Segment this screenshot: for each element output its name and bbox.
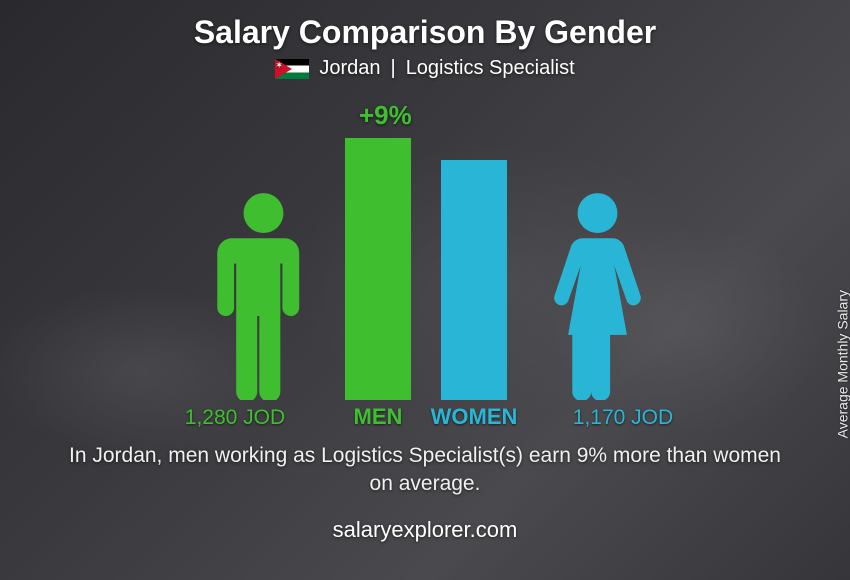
- bar-women: [441, 160, 507, 400]
- male-person-icon: [211, 190, 316, 400]
- bar-men: [345, 138, 411, 400]
- subtitle-country: Jordan: [319, 57, 380, 80]
- bar-label-women: WOMEN: [414, 404, 534, 430]
- y-axis-label: Average Monthly Salary: [834, 290, 850, 438]
- jordan-flag-icon: [275, 59, 309, 79]
- chart-area: +9% MEN WOMEN 1,280 JOD 1,170 JOD: [125, 100, 725, 430]
- page-title: Salary Comparison By Gender: [194, 14, 656, 51]
- subtitle-separator: |: [390, 57, 395, 80]
- infographic-container: Salary Comparison By Gender Jordan | Log…: [0, 0, 850, 580]
- subtitle-row: Jordan | Logistics Specialist: [275, 57, 574, 80]
- subtitle-role: Logistics Specialist: [406, 57, 575, 80]
- caption-text: In Jordan, men working as Logistics Spec…: [65, 442, 785, 499]
- salary-men: 1,280 JOD: [155, 406, 315, 430]
- salary-women: 1,170 JOD: [543, 406, 703, 430]
- footer-site: salaryexplorer.com: [333, 517, 518, 543]
- delta-label: +9%: [359, 100, 412, 131]
- female-person-icon: [545, 190, 650, 400]
